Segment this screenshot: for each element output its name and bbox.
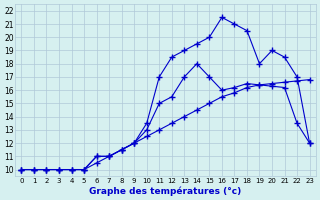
X-axis label: Graphe des températures (°c): Graphe des températures (°c) bbox=[89, 186, 242, 196]
